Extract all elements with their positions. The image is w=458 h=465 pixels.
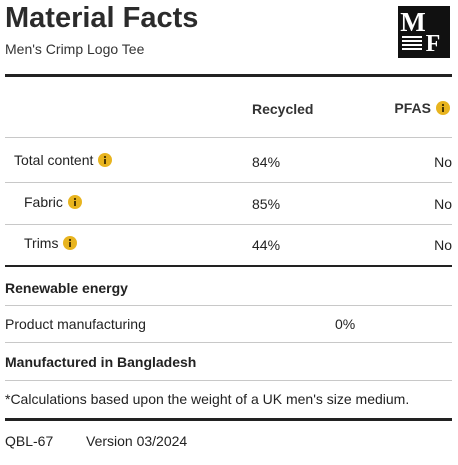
- row-label: Fabric: [24, 193, 82, 211]
- divider: [5, 380, 452, 381]
- row-label: Trims: [24, 234, 78, 252]
- row-label-text: Total content: [14, 152, 94, 168]
- footer-version: Version 03/2024: [86, 433, 188, 449]
- row-label-text: Fabric: [24, 194, 63, 210]
- logo: M F: [398, 6, 450, 58]
- cell: No: [434, 154, 452, 170]
- column-header: Recycled: [252, 101, 314, 117]
- logo-lines: [402, 36, 422, 50]
- row-label: Total content: [14, 151, 113, 169]
- divider: [5, 74, 452, 77]
- divider: [5, 342, 452, 343]
- divider: [5, 418, 452, 421]
- footnote: *Calculations based upon the weight of a…: [5, 391, 410, 407]
- cell: No: [434, 237, 452, 253]
- cell: 84%: [252, 154, 281, 170]
- logo-letter: M: [400, 7, 425, 37]
- divider: [5, 265, 452, 267]
- info-icon[interactable]: [98, 153, 113, 167]
- column-header: PFAS: [394, 99, 450, 117]
- row-label-text: Trims: [24, 235, 59, 251]
- info-icon[interactable]: [436, 101, 450, 115]
- section-heading: Renewable energy: [5, 280, 128, 296]
- divider: [5, 305, 452, 306]
- info-glyph: [63, 236, 78, 250]
- footer-code: QBL-67: [5, 433, 54, 449]
- cell: No: [434, 196, 452, 212]
- cell: 44%: [252, 237, 281, 253]
- cell: 85%: [252, 196, 281, 212]
- column-header-text: PFAS: [394, 100, 431, 116]
- info-icon[interactable]: [67, 195, 82, 209]
- divider: [5, 137, 452, 138]
- info-glyph: [98, 153, 113, 167]
- subtitle: Men's Crimp Logo Tee: [5, 41, 145, 57]
- info-icon[interactable]: [63, 236, 78, 250]
- title: Material Facts: [5, 2, 199, 34]
- divider: [5, 224, 452, 225]
- logo-letter: F: [426, 31, 441, 57]
- divider: [5, 182, 452, 183]
- cell: 0%: [335, 316, 356, 332]
- section-heading: Manufactured in Bangladesh: [5, 354, 197, 370]
- row-label: Product manufacturing: [5, 316, 146, 332]
- info-glyph: [67, 195, 82, 209]
- info-glyph: [436, 101, 450, 115]
